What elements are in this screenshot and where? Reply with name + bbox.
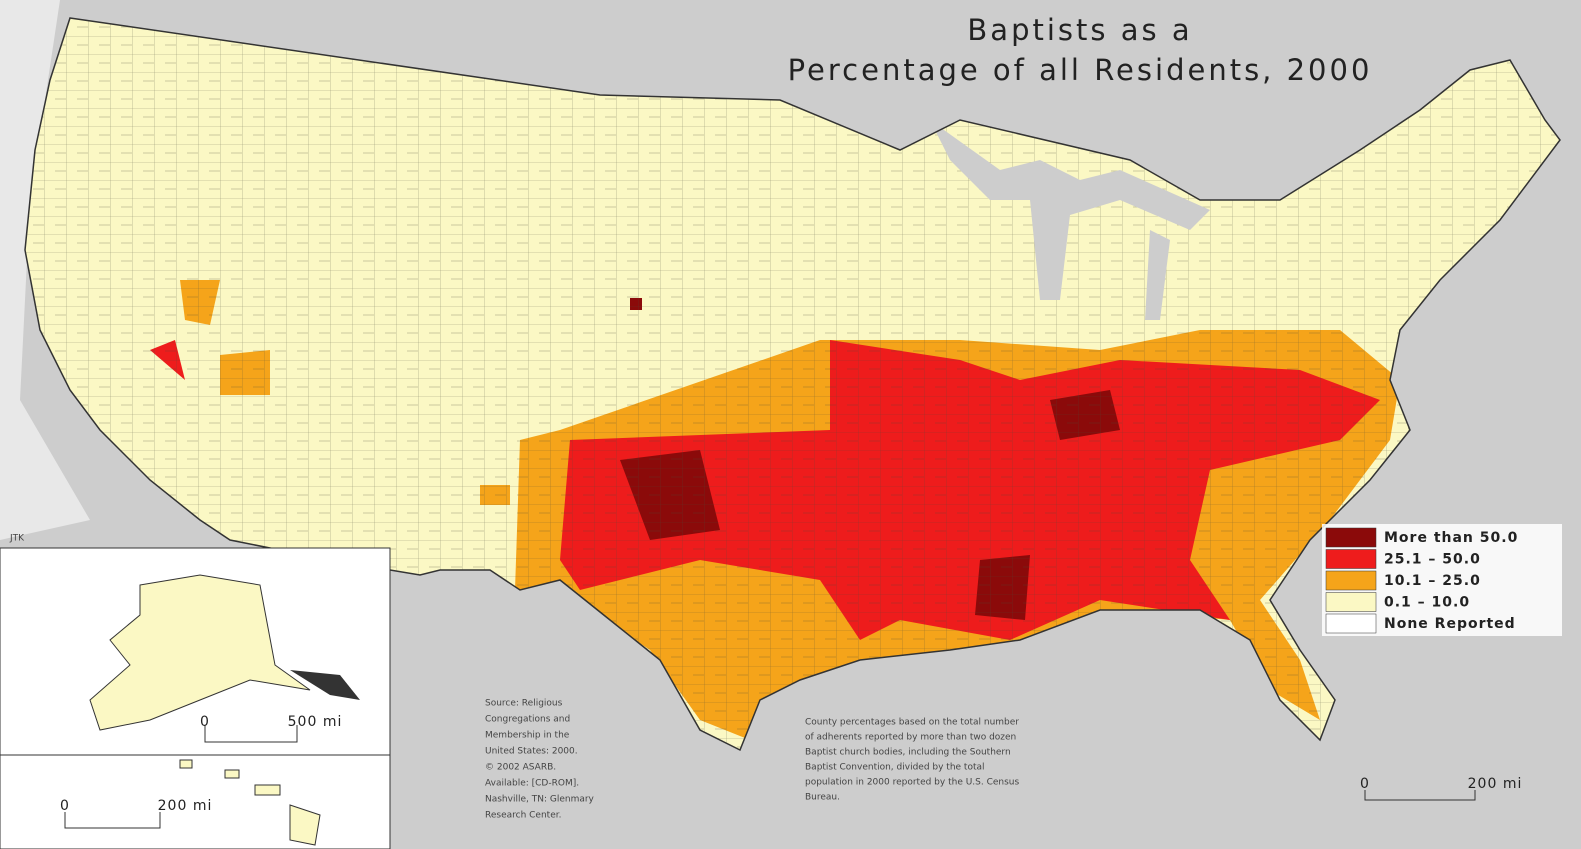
legend-swatch (1325, 613, 1377, 634)
legend-swatch (1325, 549, 1377, 569)
scale-bar (1364, 790, 1476, 801)
source-line: United States: 2000. (485, 747, 578, 757)
legend: More than 50.0 25.1 – 50.0 10.1 – 25.0 0.1 … (1322, 524, 1562, 636)
scale-bar (64, 812, 161, 829)
author: JTK (9, 534, 25, 544)
legend-swatch (1325, 570, 1377, 591)
note-line: of adherents reported by more than two d… (805, 733, 1016, 743)
scale-label: 200 mi (158, 798, 213, 814)
scale-label: 0 (200, 714, 210, 730)
alaska-inset: 0 500 mi (0, 547, 391, 756)
alaska (89, 574, 311, 731)
legend-label: 10.1 – 25.0 (1384, 573, 1481, 589)
legend-label: 0.1 – 10.0 (1384, 595, 1470, 611)
legend-label: 25.1 – 50.0 (1384, 552, 1481, 568)
scale-label: 0 (1360, 776, 1370, 792)
note-text: County percentages based on the total nu… (805, 718, 1020, 803)
note-line: Baptist Convention, divided by the total (805, 763, 985, 773)
ocean (0, 0, 90, 540)
source-line: © 2002 ASARB. (485, 763, 556, 773)
hawaii-inset: 0 200 mi (0, 754, 391, 849)
source-line: Congregations and (485, 715, 570, 725)
alaska-panhandle (290, 670, 360, 700)
source-text: Source: Religious Congregations and Member… (485, 699, 595, 821)
title: Percentage of all Residents, 2000 (788, 53, 1373, 87)
source-line: Research Center. (485, 811, 561, 821)
source-line: Source: Religious (485, 699, 563, 709)
scale-label: 200 mi (1468, 776, 1523, 792)
legend-label: None Reported (1384, 616, 1516, 632)
note-line: County percentages based on the total nu… (805, 718, 1019, 728)
hawaii (179, 759, 321, 846)
note-line: Bureau. (805, 793, 840, 803)
title: Baptists as a (967, 13, 1192, 47)
legend-label: More than 50.0 (1384, 530, 1518, 546)
inset-frame (0, 754, 391, 849)
source-line: Available: [CD-ROM]. (485, 779, 579, 789)
scale-label: 0 (60, 798, 70, 814)
note-line: population in 2000 reported by the U.S. … (805, 778, 1020, 788)
note-line: Baptist church bodies, including the Sou… (805, 748, 1011, 758)
source-line: Membership in the (485, 731, 570, 741)
great-lakes (930, 120, 1210, 320)
scale-label: 500 mi (288, 714, 343, 730)
source-line: Nashville, TN: Glenmary (485, 795, 595, 805)
scale-bar (204, 725, 298, 743)
legend-swatch (1325, 527, 1377, 548)
legend-swatch (1325, 592, 1377, 612)
